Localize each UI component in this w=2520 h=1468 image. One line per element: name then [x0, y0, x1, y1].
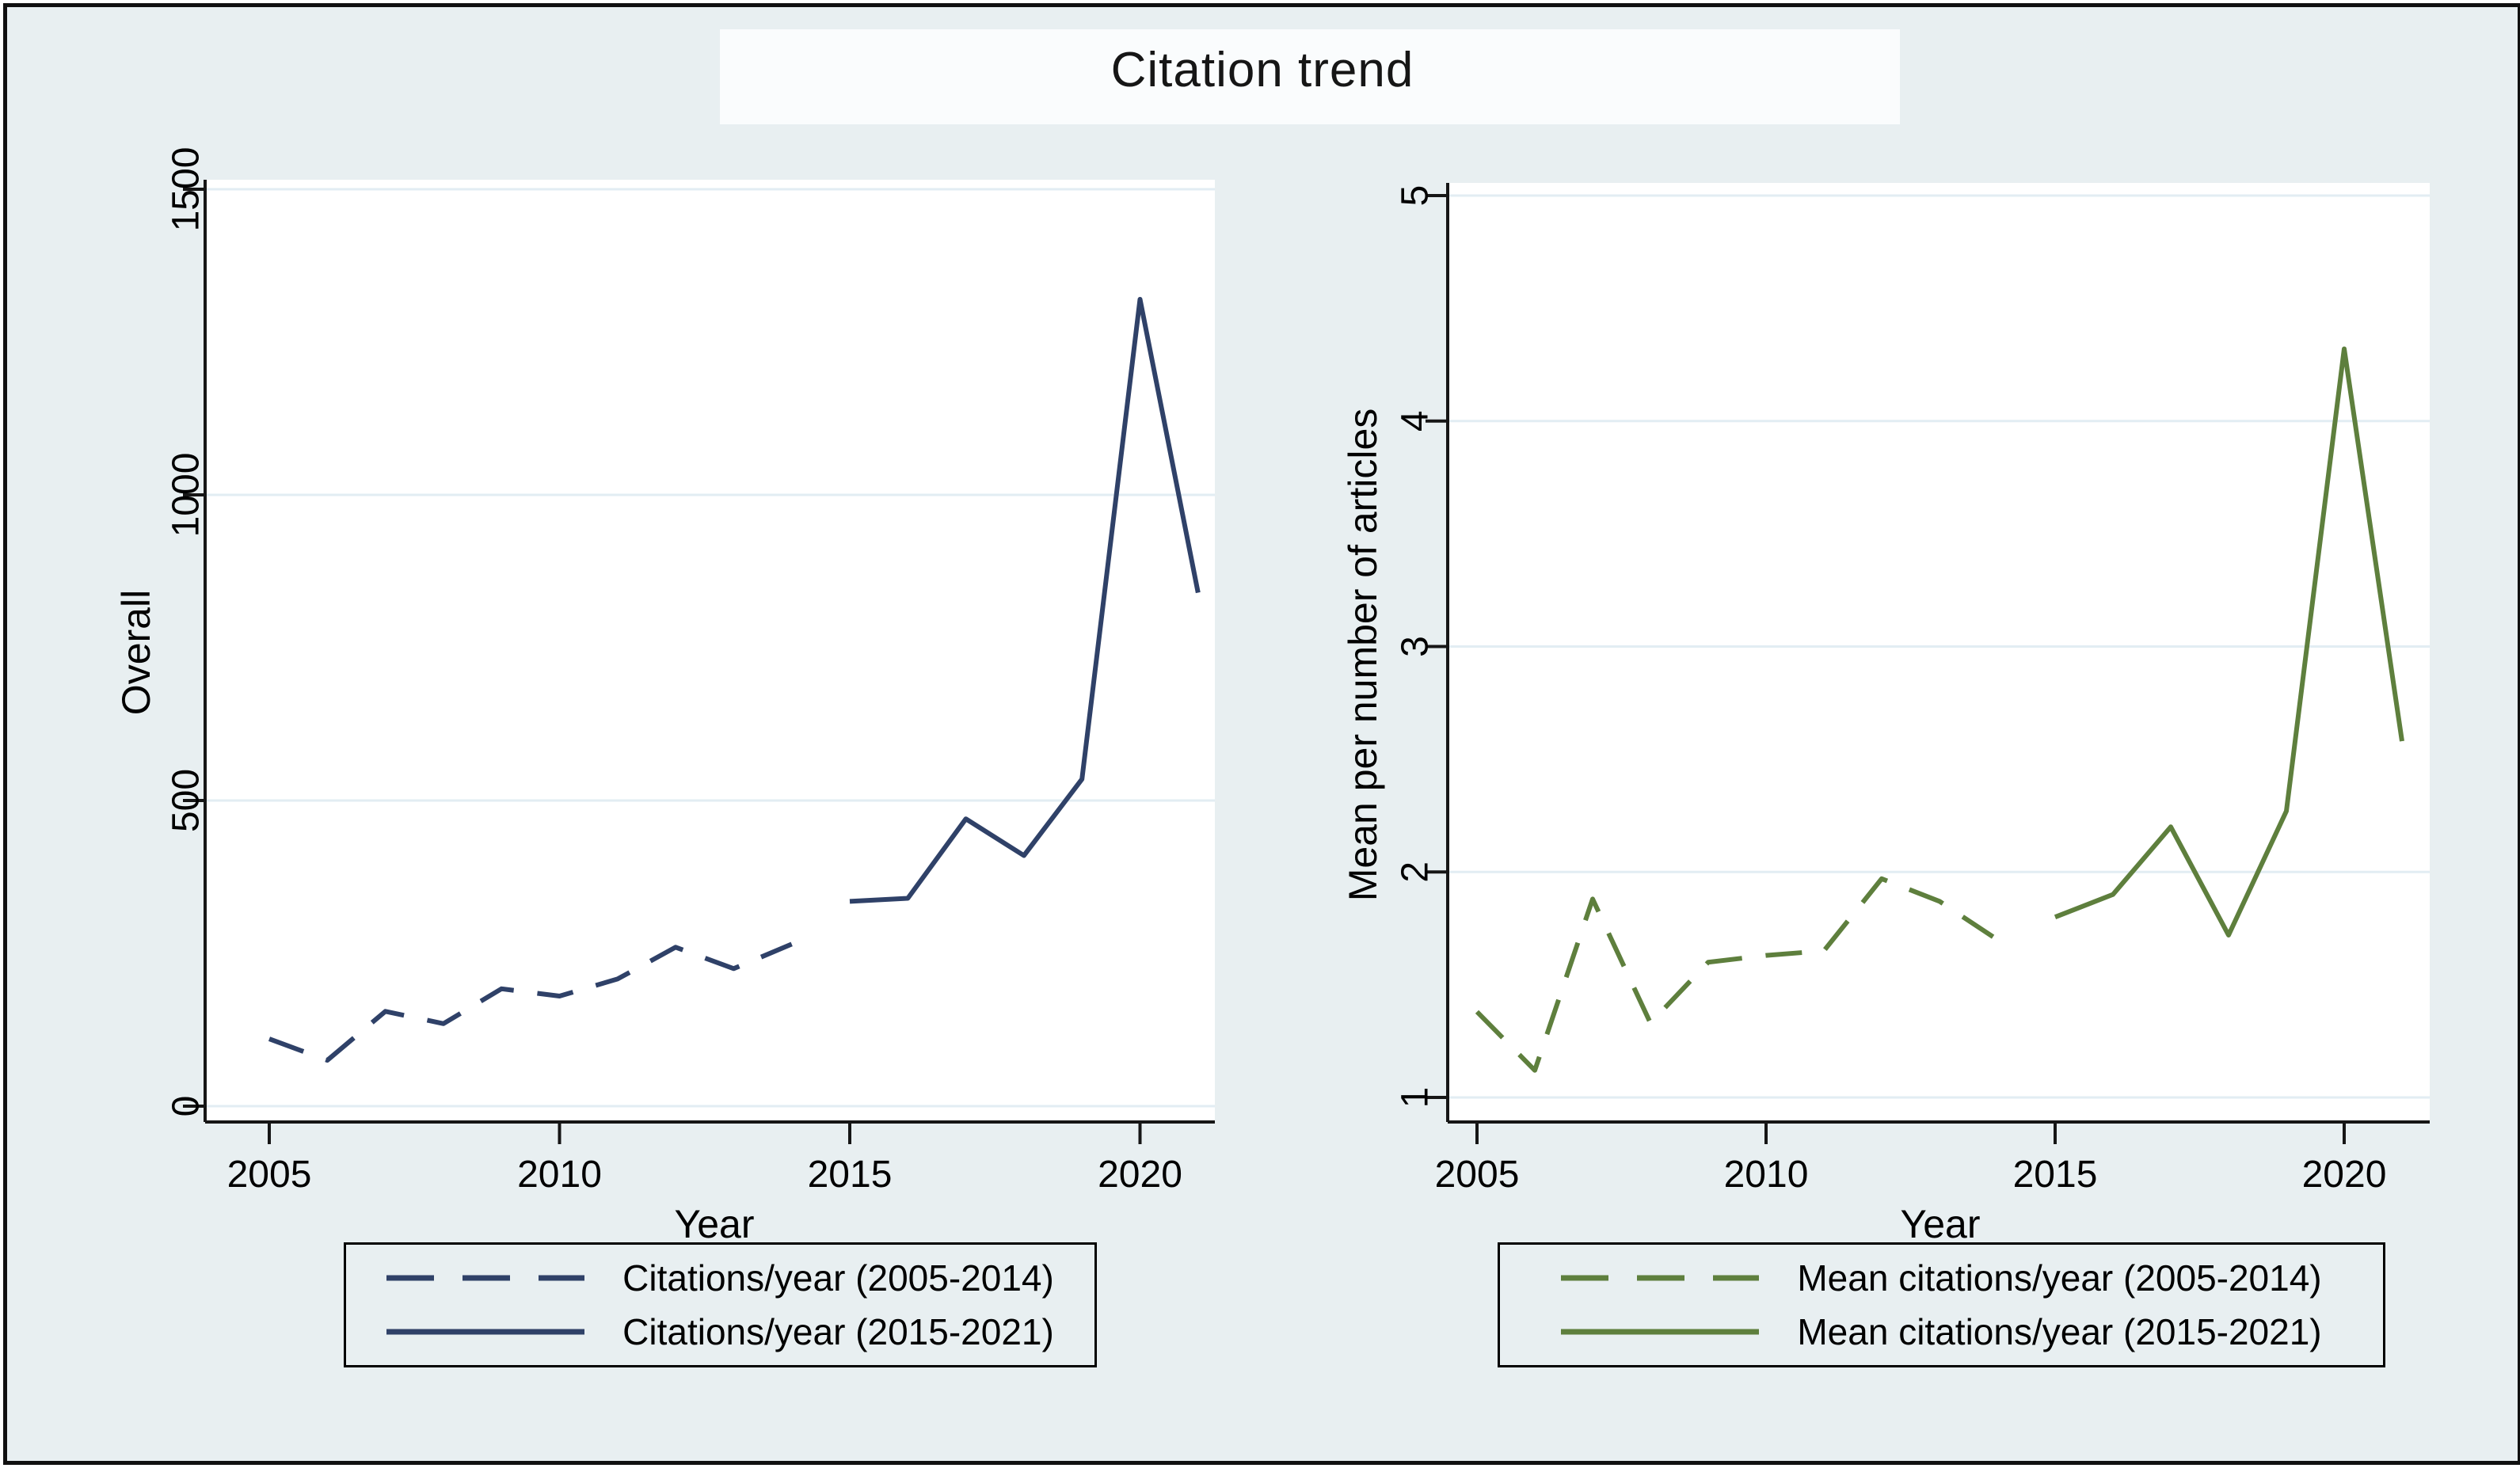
- legend-label: Mean citations/year (2005-2014): [1797, 1257, 2322, 1299]
- x-tick-label: 2020: [2302, 1154, 2387, 1196]
- legend-item: Citations/year (2015-2021): [386, 1310, 1054, 1353]
- legend-left: Citations/year (2005-2014) Citations/yea…: [344, 1242, 1097, 1367]
- figure-citation-trend: Citation trend 0 500 1000 1500 2005 2010 2015 2…: [3, 3, 2520, 1465]
- y-tick-label: 4: [1395, 410, 1437, 432]
- y-tick-label: 1500: [166, 147, 207, 232]
- x-tick-label: 2010: [1724, 1154, 1809, 1196]
- dashed-line-sample: [1561, 1275, 1760, 1281]
- panel-left: 0 500 1000 1500 2005 2010 2015 2020: [166, 147, 1215, 1196]
- legend-item: Citations/year (2005-2014): [386, 1257, 1054, 1299]
- y-tick-label: 500: [166, 769, 207, 832]
- left-x-axis-title: Year: [674, 1202, 755, 1246]
- solid-line-sample: [386, 1329, 585, 1335]
- x-tick-label: 2015: [2013, 1154, 2098, 1196]
- series-line-dashed: [1475, 876, 1999, 1073]
- left-y-axis-title: Overall: [114, 589, 158, 716]
- y-tick-label: 5: [1395, 185, 1437, 207]
- right-x-axis-title: Year: [1900, 1202, 1981, 1246]
- y-tick-label: 2: [1395, 861, 1437, 883]
- x-tick-label: 2010: [517, 1154, 602, 1196]
- plot-area: [1448, 183, 2430, 1122]
- y-tick-label: 1: [1395, 1087, 1437, 1109]
- x-tick-label: 2005: [1435, 1154, 1520, 1196]
- x-tick-label: 2005: [227, 1154, 312, 1196]
- x-tick-label: 2015: [808, 1154, 893, 1196]
- x-tick-label: 2020: [1098, 1154, 1182, 1196]
- chart-canvas: 0 500 1000 1500 2005 2010 2015 2020 1 2 3 4 5 2005 201…: [166, 147, 2430, 1196]
- dashed-line-sample: [386, 1275, 585, 1281]
- y-tick-label: 0: [166, 1096, 207, 1117]
- legend-item: Mean citations/year (2015-2021): [1561, 1310, 2322, 1353]
- right-y-axis-title: Mean per number of articles: [1341, 408, 1385, 902]
- title-backdrop: [720, 29, 1900, 124]
- plot-area: [205, 180, 1215, 1122]
- legend-label: Citations/year (2005-2014): [622, 1257, 1054, 1299]
- legend-item: Mean citations/year (2005-2014): [1561, 1257, 2322, 1299]
- y-tick-label: 3: [1395, 636, 1437, 657]
- legend-label: Mean citations/year (2015-2021): [1797, 1311, 2322, 1353]
- panel-right: 1 2 3 4 5 2005 2010 2015 2020: [1395, 183, 2430, 1196]
- legend-right: Mean citations/year (2005-2014) Mean cit…: [1498, 1242, 2385, 1367]
- page-title: Citation trend: [1110, 43, 1414, 97]
- solid-line-sample: [1561, 1329, 1760, 1335]
- y-tick-label: 1000: [166, 453, 207, 538]
- series-line-solid: [849, 297, 1201, 904]
- series-line-solid: [2054, 346, 2404, 937]
- legend-label: Citations/year (2015-2021): [622, 1311, 1054, 1353]
